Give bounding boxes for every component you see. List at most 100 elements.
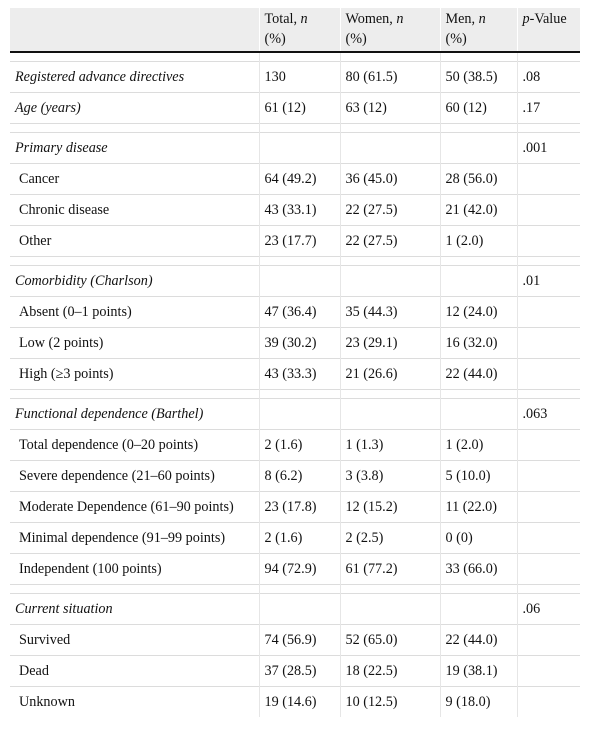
table-row: Absent (0–1 points) 47 (36.4) 35 (44.3) … <box>10 296 580 328</box>
row-label: Absent (0–1 points) <box>10 296 259 328</box>
cell-p-value <box>516 194 580 226</box>
cell-men: 21 (42.0) <box>439 194 517 226</box>
cell-men <box>439 398 517 430</box>
row-label: Severe dependence (21–60 points) <box>10 460 259 492</box>
table-row: High (≥3 points) 43 (33.3) 21 (26.6) 22 … <box>10 358 580 390</box>
cell-total: 94 (72.9) <box>258 553 340 585</box>
cell-p-value <box>516 296 580 328</box>
cell-p-value: .01 <box>516 265 580 297</box>
header-women-label: Women, <box>345 11 397 27</box>
cell-men: 28 (56.0) <box>439 163 517 195</box>
header-p-rest: -Value <box>529 11 567 27</box>
header-empty <box>10 8 259 53</box>
cell-total: 8 (6.2) <box>258 460 340 492</box>
cell-p-value <box>516 163 580 195</box>
cell-p-value: .001 <box>516 132 580 164</box>
table-row: Dead 37 (28.5) 18 (22.5) 19 (38.1) <box>10 655 580 687</box>
cell-p-value <box>516 491 580 523</box>
cell-women: 22 (27.5) <box>339 194 440 226</box>
cell-p-value: .063 <box>516 398 580 430</box>
row-label: Independent (100 points) <box>10 553 259 585</box>
cell-women: 12 (15.2) <box>339 491 440 523</box>
row-label: Age (years) <box>10 92 259 124</box>
table-row: Severe dependence (21–60 points) 8 (6.2)… <box>10 460 580 492</box>
cell-men: 1 (2.0) <box>439 429 517 461</box>
table-row: Low (2 points) 39 (30.2) 23 (29.1) 16 (3… <box>10 327 580 359</box>
cell-p-value <box>516 460 580 492</box>
header-women: Women, n (%) <box>339 8 440 53</box>
cell-total <box>258 398 340 430</box>
cell-p-value: .06 <box>516 593 580 625</box>
cell-total: 23 (17.7) <box>258 225 340 257</box>
cell-men: 19 (38.1) <box>439 655 517 687</box>
section-row: Comorbidity (Charlson) .01 <box>10 265 580 297</box>
row-label: Minimal dependence (91–99 points) <box>10 522 259 554</box>
table-row: Age (years) 61 (12) 63 (12) 60 (12) .17 <box>10 92 580 124</box>
cell-men: 60 (12) <box>439 92 517 124</box>
cell-p-value <box>516 553 580 585</box>
cell-p-value: .17 <box>516 92 580 124</box>
cell-women: 23 (29.1) <box>339 327 440 359</box>
cell-men: 11 (22.0) <box>439 491 517 523</box>
header-men-pct: (%) <box>445 31 467 47</box>
row-label: Survived <box>10 624 259 656</box>
cell-total: 23 (17.8) <box>258 491 340 523</box>
table-row: Cancer 64 (49.2) 36 (45.0) 28 (56.0) <box>10 163 580 195</box>
cell-p-value <box>516 655 580 687</box>
table-row: Chronic disease 43 (33.1) 22 (27.5) 21 (… <box>10 194 580 226</box>
cell-total: 47 (36.4) <box>258 296 340 328</box>
cell-men: 12 (24.0) <box>439 296 517 328</box>
header-total: Total, n (%) <box>258 8 340 53</box>
section-label: Comorbidity (Charlson) <box>10 265 259 297</box>
section-row: Current situation .06 <box>10 593 580 625</box>
section-row: Primary disease .001 <box>10 132 580 164</box>
cell-women: 1 (1.3) <box>339 429 440 461</box>
spacer-row <box>10 51 580 62</box>
cell-women: 22 (27.5) <box>339 225 440 257</box>
cell-men: 1 (2.0) <box>439 225 517 257</box>
cell-total: 130 <box>258 61 340 93</box>
row-label: Chronic disease <box>10 194 259 226</box>
header-women-n: n <box>396 11 404 27</box>
cell-women <box>339 398 440 430</box>
cell-women: 35 (44.3) <box>339 296 440 328</box>
table-row: Registered advance directives 130 80 (61… <box>10 61 580 93</box>
header-men: Men, n (%) <box>439 8 517 53</box>
header-total-n: n <box>300 11 308 27</box>
table-row: Independent (100 points) 94 (72.9) 61 (7… <box>10 553 580 585</box>
cell-women: 10 (12.5) <box>339 686 440 717</box>
cell-total <box>258 132 340 164</box>
header-total-label: Total, <box>264 11 301 27</box>
cell-women: 3 (3.8) <box>339 460 440 492</box>
cell-women: 63 (12) <box>339 92 440 124</box>
cell-men <box>439 265 517 297</box>
header-men-n: n <box>478 11 486 27</box>
cell-women <box>339 132 440 164</box>
cell-total: 19 (14.6) <box>258 686 340 717</box>
header-women-pct: (%) <box>345 31 367 47</box>
cell-women <box>339 265 440 297</box>
cell-p-value <box>516 327 580 359</box>
row-label: Low (2 points) <box>10 327 259 359</box>
cell-p-value <box>516 225 580 257</box>
row-label: Other <box>10 225 259 257</box>
spacer-row <box>10 256 580 266</box>
cell-p-value <box>516 624 580 656</box>
cell-total: 64 (49.2) <box>258 163 340 195</box>
header-row: Total, n (%) Women, n (%) Men, n (%) p-Valu… <box>10 8 580 53</box>
row-label: Cancer <box>10 163 259 195</box>
data-table: Total, n (%) Women, n (%) Men, n (%) p-Valu… <box>10 8 580 717</box>
header-p-value: p-Value <box>516 8 580 53</box>
cell-men: 0 (0) <box>439 522 517 554</box>
cell-total: 43 (33.1) <box>258 194 340 226</box>
cell-total: 74 (56.9) <box>258 624 340 656</box>
table-row: Other 23 (17.7) 22 (27.5) 1 (2.0) <box>10 225 580 257</box>
row-label: Total dependence (0–20 points) <box>10 429 259 461</box>
cell-men <box>439 593 517 625</box>
cell-women: 21 (26.6) <box>339 358 440 390</box>
row-label: Unknown <box>10 686 259 717</box>
table-row: Moderate Dependence (61–90 points) 23 (1… <box>10 491 580 523</box>
cell-total <box>258 265 340 297</box>
header-p-italic: p <box>522 11 530 27</box>
cell-women: 80 (61.5) <box>339 61 440 93</box>
